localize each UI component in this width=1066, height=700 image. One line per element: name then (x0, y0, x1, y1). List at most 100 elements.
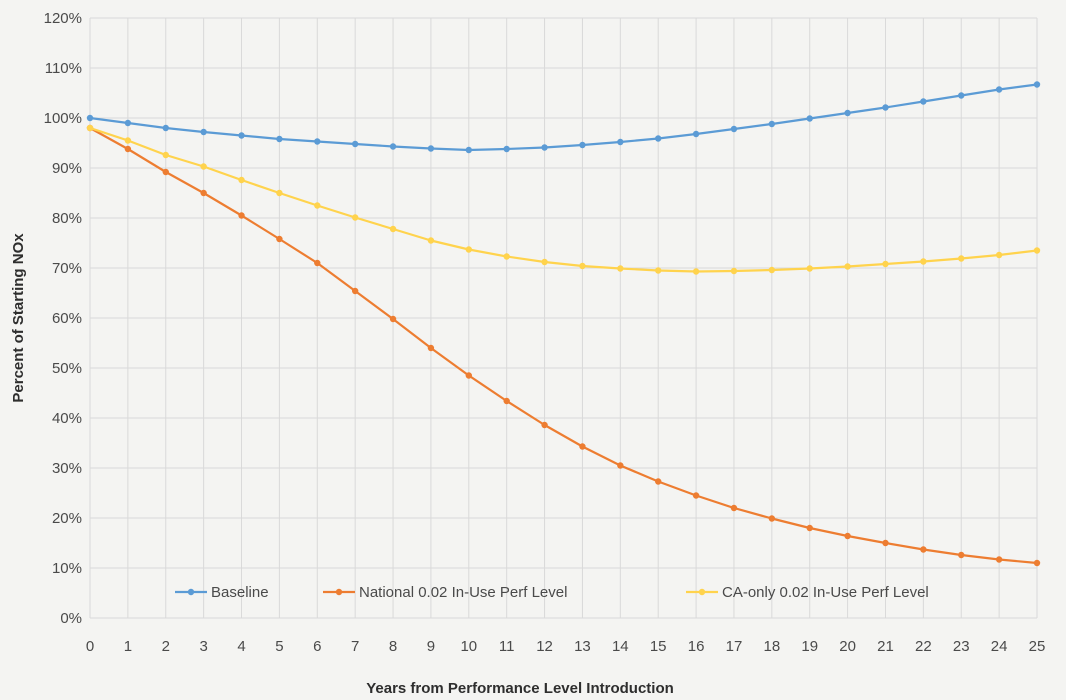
x-tick-label: 9 (427, 638, 435, 655)
data-point-1 (692, 492, 700, 499)
x-tick-label: 7 (351, 638, 359, 655)
data-point-2 (1033, 247, 1041, 254)
x-tick-label: 4 (237, 638, 245, 655)
y-tick-label: 30% (52, 460, 82, 477)
x-tick-label: 10 (460, 638, 477, 655)
series-line-2 (89, 126, 1038, 273)
data-point-1 (730, 504, 738, 512)
y-tick-label: 40% (52, 410, 82, 427)
y-tick-label: 120% (44, 10, 82, 27)
data-point-2 (920, 258, 927, 265)
data-point-1 (276, 235, 283, 243)
y-tick-label: 10% (52, 560, 82, 577)
data-point-0 (655, 135, 662, 142)
data-point-2 (882, 260, 889, 268)
data-point-1 (389, 315, 397, 323)
data-point-2 (844, 263, 851, 270)
data-point-0 (806, 115, 813, 122)
legend: Baseline National 0.02 In-Use Perf Level C… (175, 584, 929, 601)
data-point-2 (238, 176, 245, 184)
data-point-0 (314, 138, 321, 145)
data-point-2 (389, 225, 397, 233)
legend-label-1: National 0.02 In-Use Perf Level (359, 584, 567, 601)
data-point-2 (958, 255, 965, 262)
data-point-1 (314, 259, 321, 267)
data-point-1 (200, 189, 207, 197)
data-point-1 (844, 532, 851, 540)
data-point-1 (768, 515, 776, 522)
data-point-2 (162, 151, 169, 159)
data-point-0 (844, 109, 851, 117)
data-point-1 (238, 212, 245, 219)
x-tick-label: 16 (688, 638, 705, 655)
x-tick-label: 11 (499, 638, 515, 655)
x-tick-label: 13 (574, 638, 591, 655)
y-tick-label: 0% (60, 610, 82, 627)
x-tick-label: 2 (162, 638, 170, 655)
x-tick-label: 23 (953, 638, 970, 655)
series-group (86, 81, 1041, 567)
data-point-0 (200, 128, 207, 136)
data-point-2 (276, 189, 283, 197)
data-point-1 (541, 421, 548, 429)
data-point-0 (920, 98, 927, 105)
data-point-0 (276, 135, 283, 143)
x-tick-label: 8 (389, 638, 397, 655)
x-tick-label: 15 (650, 638, 667, 655)
data-point-1 (806, 524, 813, 532)
data-point-0 (162, 124, 169, 132)
data-point-1 (655, 478, 662, 485)
data-point-0 (503, 145, 510, 153)
data-point-0 (238, 132, 245, 139)
data-point-1 (995, 556, 1003, 563)
y-axis-tick-labels: 0% 10% 20% 30% 40% 50% 60% 70% 80% 90% 100% 110% 120… (44, 10, 82, 627)
y-tick-label: 60% (52, 310, 82, 327)
data-point-2 (465, 246, 472, 253)
data-point-2 (617, 265, 624, 272)
data-point-2 (579, 262, 586, 270)
y-tick-label: 50% (52, 360, 82, 377)
series-line-0 (89, 83, 1038, 152)
data-point-2 (692, 268, 700, 275)
data-point-0 (882, 104, 889, 111)
x-tick-label: 17 (726, 638, 743, 655)
data-point-1 (617, 462, 624, 469)
x-tick-label: 5 (275, 638, 283, 655)
data-point-2 (314, 202, 321, 209)
data-point-2 (427, 237, 435, 244)
data-point-0 (427, 145, 435, 152)
legend-label-0: Baseline (211, 584, 269, 601)
legend-marker-2 (698, 588, 706, 596)
data-point-1 (920, 546, 927, 553)
x-tick-label: 21 (877, 638, 894, 655)
x-tick-label: 18 (763, 638, 780, 655)
data-point-0 (958, 92, 965, 99)
data-point-2 (655, 267, 662, 274)
grid-lines (89, 17, 1038, 619)
data-point-1 (882, 539, 889, 547)
x-tick-label: 20 (839, 638, 856, 655)
data-point-0 (86, 114, 94, 122)
data-point-2 (541, 258, 548, 266)
x-axis-tick-labels: 0 1 2 3 4 5 6 7 8 9 10 11 12 13 14 15 16 17 18 19 20 21 22 23 24… (86, 638, 1046, 655)
data-point-0 (768, 120, 776, 128)
y-tick-label: 80% (52, 210, 82, 227)
data-point-2 (730, 267, 738, 275)
x-tick-label: 14 (612, 638, 629, 655)
data-point-0 (692, 130, 700, 138)
data-point-0 (389, 143, 397, 150)
data-point-0 (541, 144, 548, 151)
data-point-0 (124, 119, 132, 127)
data-point-2 (995, 251, 1003, 259)
x-tick-label: 19 (801, 638, 818, 655)
x-tick-label: 1 (124, 638, 132, 655)
y-tick-label: 110% (45, 60, 82, 77)
data-point-1 (1033, 559, 1041, 567)
data-point-0 (617, 138, 624, 146)
x-tick-label: 24 (991, 638, 1008, 655)
x-tick-label: 0 (86, 638, 94, 655)
x-tick-label: 6 (313, 638, 321, 655)
x-tick-label: 3 (199, 638, 207, 655)
data-point-0 (465, 146, 472, 154)
